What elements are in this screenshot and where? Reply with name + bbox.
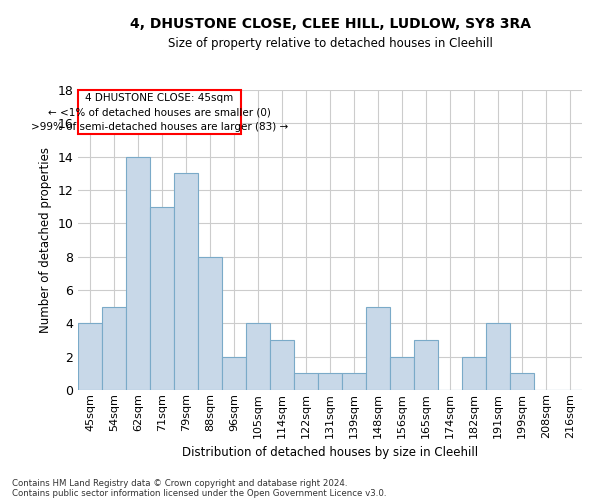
Bar — [486, 324, 510, 390]
Bar — [102, 306, 126, 390]
Bar — [318, 374, 342, 390]
Bar — [78, 324, 102, 390]
Text: 4, DHUSTONE CLOSE, CLEE HILL, LUDLOW, SY8 3RA: 4, DHUSTONE CLOSE, CLEE HILL, LUDLOW, SY… — [130, 18, 530, 32]
Y-axis label: Number of detached properties: Number of detached properties — [39, 147, 52, 333]
Text: Contains HM Land Registry data © Crown copyright and database right 2024.: Contains HM Land Registry data © Crown c… — [12, 478, 347, 488]
Bar — [390, 356, 414, 390]
Bar — [126, 156, 150, 390]
Bar — [294, 374, 318, 390]
Bar — [174, 174, 198, 390]
Bar — [342, 374, 366, 390]
Bar — [150, 206, 174, 390]
Bar — [246, 324, 270, 390]
Bar — [222, 356, 246, 390]
Bar — [414, 340, 438, 390]
Text: Size of property relative to detached houses in Cleehill: Size of property relative to detached ho… — [167, 38, 493, 51]
Text: ← <1% of detached houses are smaller (0): ← <1% of detached houses are smaller (0) — [48, 107, 271, 117]
Bar — [270, 340, 294, 390]
Bar — [510, 374, 534, 390]
Text: Contains public sector information licensed under the Open Government Licence v3: Contains public sector information licen… — [12, 488, 386, 498]
Bar — [198, 256, 222, 390]
Bar — [462, 356, 486, 390]
Text: >99% of semi-detached houses are larger (83) →: >99% of semi-detached houses are larger … — [31, 122, 288, 132]
Bar — [78, 90, 241, 134]
X-axis label: Distribution of detached houses by size in Cleehill: Distribution of detached houses by size … — [182, 446, 478, 459]
Bar — [366, 306, 390, 390]
Text: 4 DHUSTONE CLOSE: 45sqm: 4 DHUSTONE CLOSE: 45sqm — [85, 93, 234, 103]
